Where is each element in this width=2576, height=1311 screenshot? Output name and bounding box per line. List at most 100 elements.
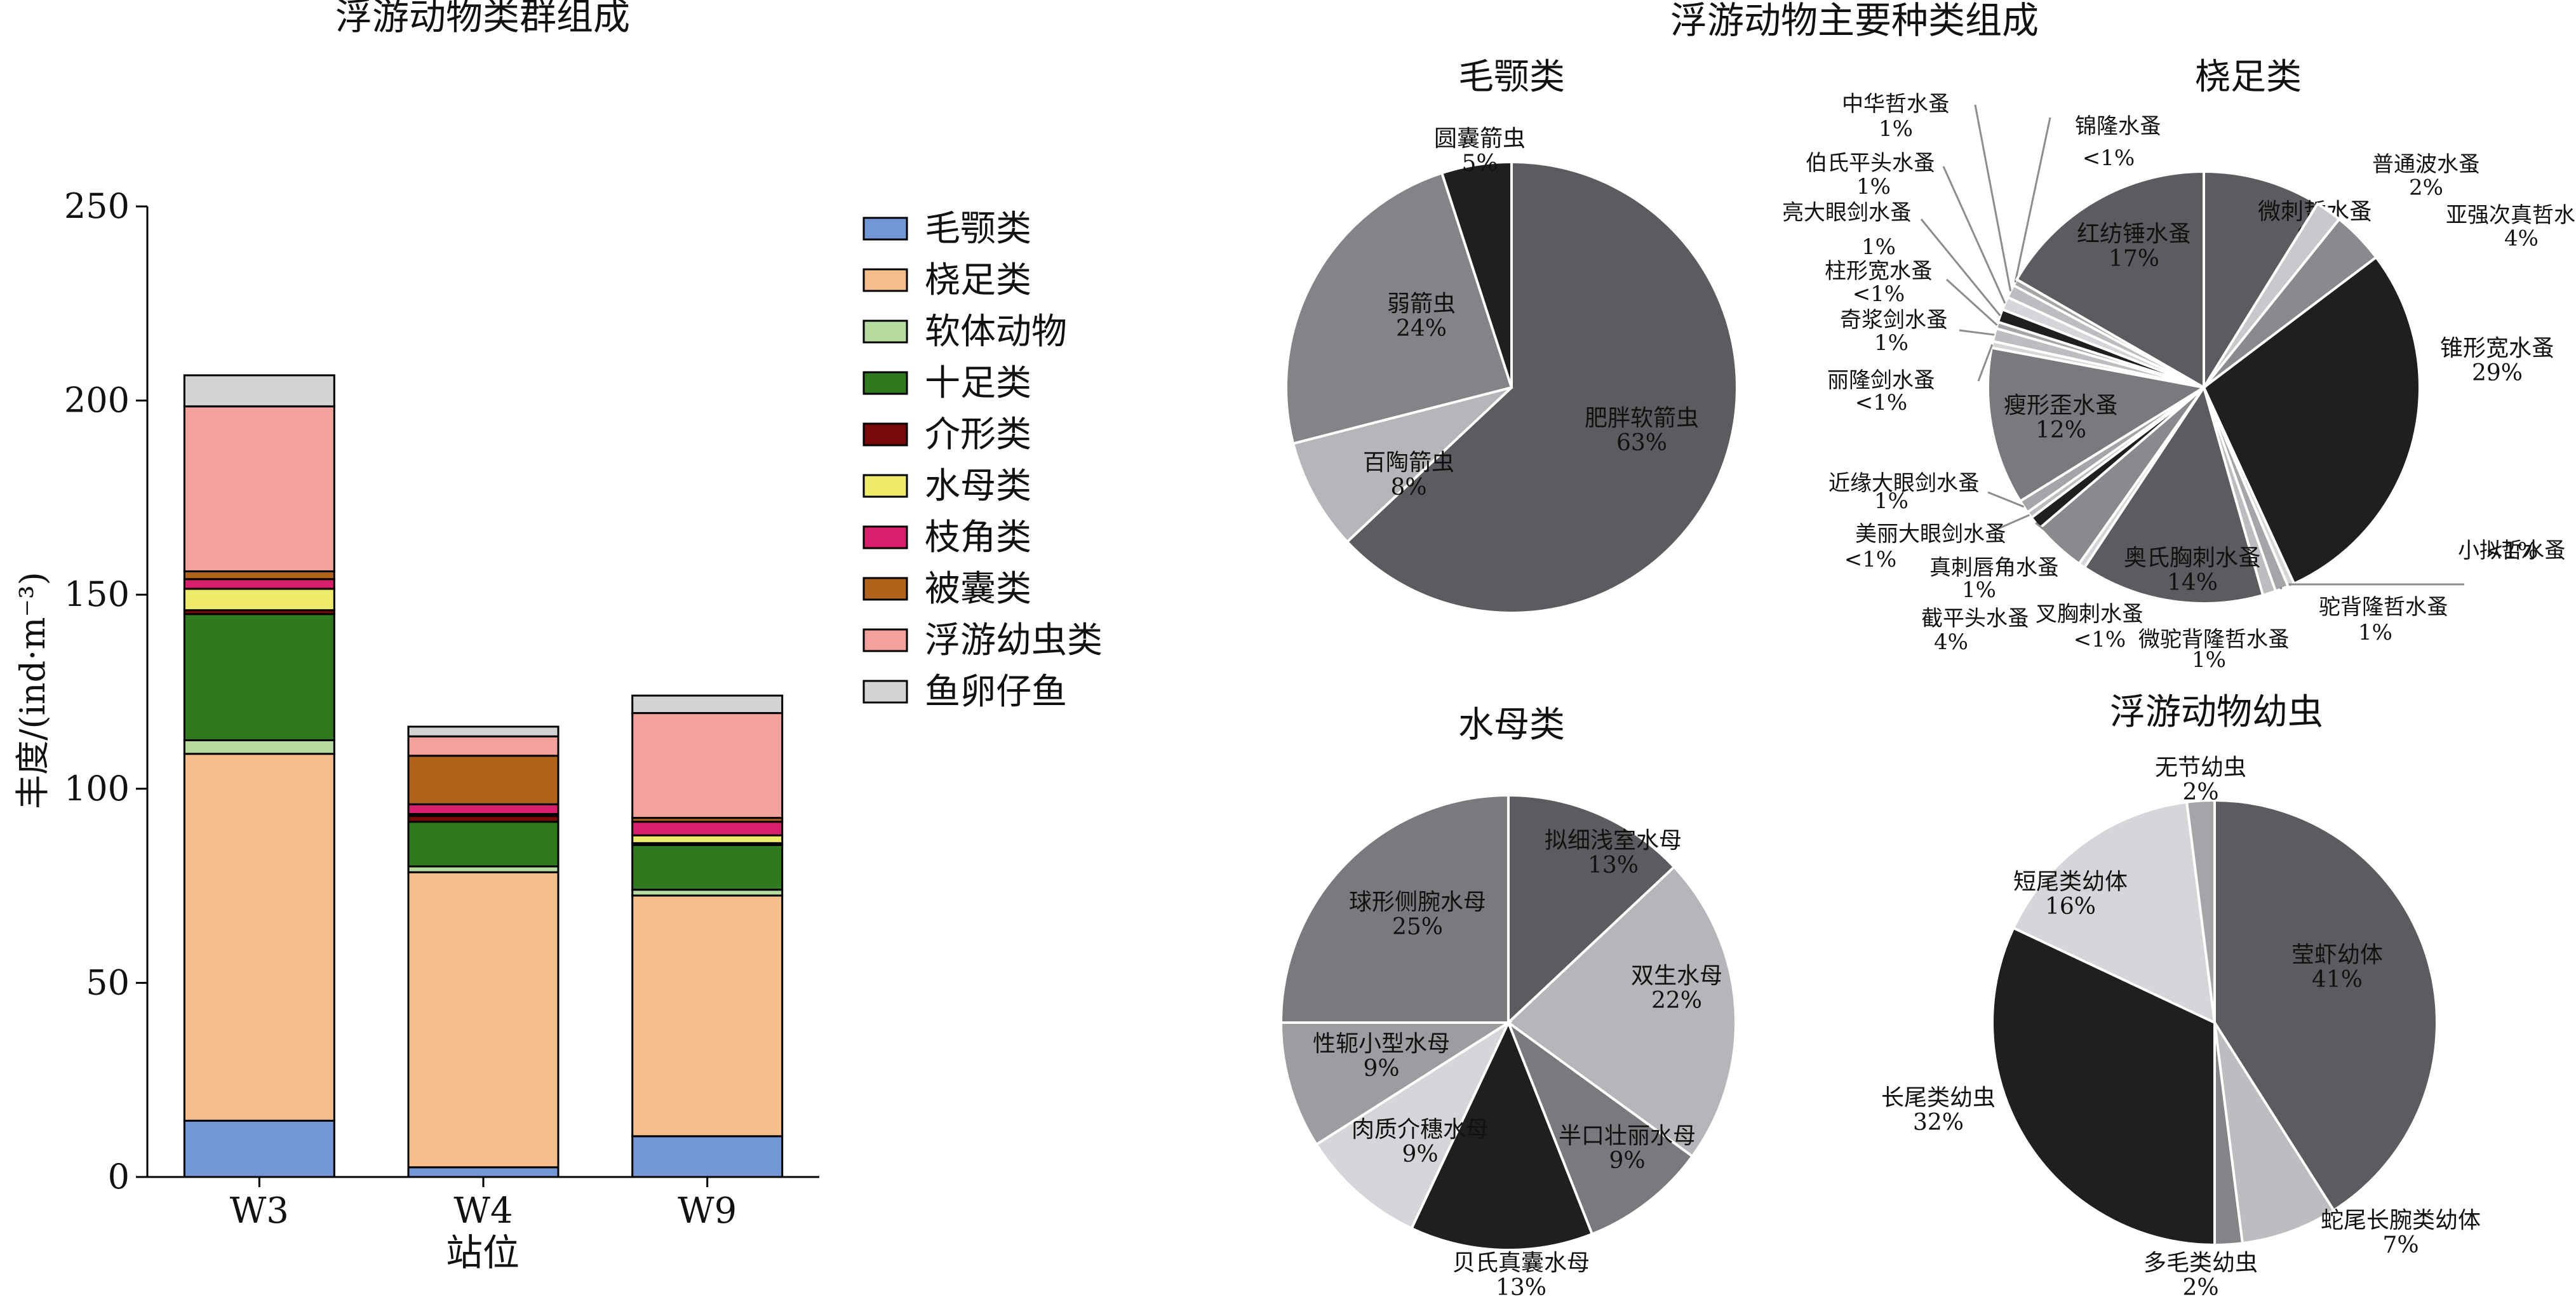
- pie-slice: [1345, 160, 1738, 614]
- bar-chart-title: 浮游动物类群组成: [335, 0, 630, 38]
- leader-line: [1987, 491, 2025, 508]
- slice-pct: 1%: [1874, 488, 1909, 514]
- slice-label: 亚强次真哲水蚤: [2446, 203, 2576, 228]
- leader-line: [1920, 218, 2001, 316]
- pie-slice: [2011, 800, 2217, 1025]
- slice-label: 弱箭虫: [1387, 291, 1456, 317]
- slice-pct: 22%: [1651, 988, 1702, 1014]
- pie-copepod-slices: 微刺哲水蚤9%普通波水蚤2%亚强次真哲水蚤4%锥形宽水蚤29%小拟哲水蚤<1%驼…: [1782, 91, 2576, 673]
- leader-line: [2035, 521, 2062, 544]
- slice-pct: 1%: [1856, 174, 1891, 199]
- slice-label: 中华哲水蚤: [1842, 91, 1950, 117]
- slice-label: 长尾类幼虫: [1881, 1085, 1996, 1111]
- slice-pct: 12%: [2036, 417, 2086, 443]
- slice-pct: 29%: [2472, 360, 2523, 386]
- slice-pct: 1%: [1862, 234, 1896, 260]
- slice-pct: 8%: [1390, 474, 1426, 501]
- pie-slice: [1507, 793, 1676, 1026]
- legend-swatch: [862, 319, 908, 344]
- leader-line: [1974, 104, 2012, 292]
- bar-segment: [183, 405, 335, 573]
- slice-label: 瘦形歪水蚤: [2004, 393, 2118, 419]
- pie-slice: [2185, 798, 2216, 1023]
- slice-pct: <1%: [1844, 547, 1896, 572]
- slice-label: 性轭小型水母: [1313, 1031, 1450, 1057]
- x-tick-label: W9: [678, 1190, 737, 1232]
- pie-slice: [1506, 865, 1737, 1159]
- slice-pct: 1%: [2192, 647, 2226, 673]
- slice-label: 贝氏真囊水母: [1452, 1250, 1590, 1276]
- slice-label: 丽隆剑水蚤: [1827, 368, 1935, 393]
- bar-segment: [407, 735, 560, 757]
- pie-copepod: 桡足类 微刺哲水蚤9%普通波水蚤2%亚强次真哲水蚤4%锥形宽水蚤29%小拟哲水蚤…: [1782, 57, 2576, 673]
- slice-label: 半口壮丽水母: [1559, 1123, 1696, 1149]
- slice-label: 截平头水蚤: [1921, 606, 2029, 631]
- pie-slice: [1285, 171, 1513, 445]
- pie-slice: [1505, 1019, 1694, 1236]
- pie-jellyfish-title: 水母类: [1458, 704, 1565, 746]
- bar-segment: [407, 821, 560, 868]
- bar-segment: [631, 834, 784, 844]
- leader-line: [2286, 583, 2464, 586]
- slice-pct: <1%: [2486, 538, 2538, 563]
- slice-label: 莹虾幼体: [2291, 942, 2383, 968]
- slice-label: 奥氏胸刺水蚤: [2124, 545, 2261, 571]
- slice-label: 近缘大眼剑水蚤: [1828, 471, 1980, 496]
- legend-label: 介形类: [925, 414, 1031, 455]
- slice-label: 锥形宽水蚤: [2440, 335, 2554, 361]
- slice-label: 普通波水蚤: [2372, 152, 2480, 177]
- bar-stacks: [183, 374, 784, 1178]
- slice-pct: 4%: [1934, 629, 1968, 655]
- slice-pct: <1%: [1853, 281, 1905, 307]
- slice-pct: 1%: [2358, 620, 2392, 645]
- bar-segment: [631, 844, 784, 891]
- leader-line: [1994, 514, 2030, 532]
- legend-label: 软体动物: [925, 311, 1067, 353]
- pie-slice: [1291, 386, 1513, 544]
- legend-label: 被囊类: [925, 568, 1031, 610]
- legend-label: 水母类: [925, 466, 1031, 507]
- slice-label: 叉胸刺水蚤: [2036, 602, 2143, 627]
- slice-label: 圆囊箭虫: [1434, 126, 1526, 152]
- slice-pct: 32%: [1913, 1110, 1964, 1136]
- slice-label: 球形侧腕水母: [1349, 889, 1486, 915]
- pie-slice: [1991, 926, 2216, 1247]
- slice-pct: 41%: [2312, 967, 2363, 993]
- pie-slice: [1440, 160, 1513, 388]
- pie-slice: [2083, 384, 2265, 605]
- pie-slice: [2203, 170, 2319, 393]
- bar-segment: [407, 1166, 560, 1178]
- y-tick-label: 100: [64, 769, 130, 809]
- bar-segment: [407, 725, 560, 737]
- slice-label: 美丽大眼剑水蚤: [1855, 521, 2006, 547]
- slice-pct: 5%: [1461, 151, 1498, 177]
- slice-pct: 63%: [1616, 430, 1667, 456]
- pie-slice: [1279, 793, 1510, 1024]
- slice-pct: <1%: [2083, 145, 2135, 171]
- slice-pct: 25%: [1392, 914, 1443, 940]
- pie-group-title: 浮游动物主要种类组成: [1670, 0, 2039, 42]
- slice-label: 柱形宽水蚤: [1825, 259, 1933, 284]
- y-tick-label: 0: [108, 1157, 130, 1197]
- legend-label: 毛颚类: [925, 208, 1031, 250]
- legend-label: 鱼卵仔鱼: [925, 671, 1067, 713]
- slice-label: 肉质介穗水母: [1352, 1117, 1489, 1143]
- legend-swatch: [862, 577, 908, 601]
- legend-swatch: [862, 680, 908, 704]
- bar-segment: [183, 570, 335, 581]
- pie-jellyfish: 水母类 拟细浅室水母13%双生水母22%半口壮丽水母9%贝氏真囊水母13%肉质介…: [1279, 704, 1737, 1301]
- y-tick-label: 150: [64, 574, 130, 614]
- slice-pct: 2%: [2409, 175, 2443, 201]
- slice-pct: <1%: [2074, 627, 2126, 652]
- y-tick-label: 200: [64, 380, 130, 420]
- legend-swatch: [862, 217, 908, 241]
- slice-label: 亮大眼剑水蚤: [1782, 200, 1912, 225]
- slice-pct: 1%: [1962, 577, 1996, 603]
- pie-copepod-title: 桡足类: [2195, 57, 2302, 98]
- y-tick-label: 250: [64, 186, 130, 226]
- pie-chaetognath-title: 毛颚类: [1458, 57, 1565, 98]
- slice-label: 锦隆水蚤: [2075, 114, 2161, 139]
- slice-pct: 2%: [2182, 779, 2218, 805]
